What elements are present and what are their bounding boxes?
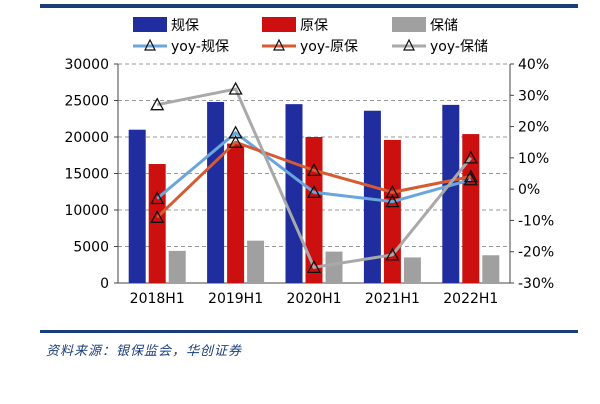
left-tick-label: 25000 — [64, 94, 109, 110]
left-tick-label: 30000 — [64, 57, 109, 73]
left-tick-label: 5000 — [73, 240, 109, 256]
legend-label-规保: 规保 — [171, 18, 199, 34]
bar-规保-2018H1 — [128, 129, 146, 283]
legend-label-原保: 原保 — [300, 18, 328, 34]
x-tick-label: 2018H1 — [130, 291, 185, 307]
marker-yoy-保储-2020H1 — [306, 259, 322, 274]
right-tick-label: 40% — [518, 57, 549, 73]
x-tick-label: 2021H1 — [365, 291, 420, 307]
bar-保储-2021H1 — [403, 257, 421, 283]
legend-label-yoy-原保: yoy-原保 — [300, 39, 358, 55]
marker-yoy-规保-2021H1 — [385, 194, 400, 208]
right-tick-label: 20% — [518, 120, 549, 136]
marker-yoy-规保-2018H1 — [150, 191, 165, 205]
line-yoy-原保 — [156, 140, 472, 219]
marker-yoy-原保-2021H1 — [385, 184, 400, 198]
bar-原保-2019H1 — [227, 143, 245, 283]
x-tick-label: 2020H1 — [286, 291, 341, 307]
legend-marker-yoy-保储 — [403, 38, 415, 51]
legend-marker-yoy-规保 — [144, 38, 156, 51]
left-tick-label: 15000 — [64, 167, 109, 183]
bar-规保-2021H1 — [363, 110, 381, 283]
right-tick-label: -10% — [518, 213, 554, 229]
left-tick-label: 20000 — [64, 130, 109, 146]
bar-原保-2018H1 — [148, 164, 166, 283]
top-rule — [40, 4, 578, 8]
bar-规保-2022H1 — [442, 104, 460, 283]
left-tick-label: 0 — [100, 276, 109, 292]
line-yoy-规保 — [156, 130, 472, 204]
x-tick-label: 2022H1 — [443, 291, 498, 307]
bar-原保-2021H1 — [383, 139, 401, 283]
legend-label-yoy-保储: yoy-保储 — [430, 39, 488, 55]
right-tick-label: 10% — [518, 151, 549, 167]
bar-保储-2022H1 — [482, 255, 500, 283]
legend-label-yoy-规保: yoy-规保 — [171, 39, 229, 55]
legend-swatch-规保 — [133, 17, 167, 32]
marker-yoy-保储-2022H1 — [463, 150, 478, 164]
line-yoy-保储 — [156, 87, 472, 270]
right-tick-label: 0% — [518, 182, 540, 198]
marker-yoy-原保-2019H1 — [228, 134, 243, 148]
bar-规保-2020H1 — [285, 104, 303, 284]
right-tick-label: -30% — [518, 276, 554, 292]
marker-yoy-保储-2019H1 — [228, 81, 243, 95]
marker-yoy-规保-2020H1 — [306, 184, 322, 198]
bottom-rule — [40, 330, 578, 333]
marker-yoy-原保-2022H1 — [463, 169, 478, 183]
marker-yoy-保储-2018H1 — [150, 97, 165, 111]
legend-swatch-原保 — [262, 17, 296, 32]
left-tick-label: 10000 — [64, 203, 109, 219]
marker-yoy-规保-2019H1 — [228, 125, 243, 139]
x-tick-label: 2019H1 — [208, 291, 263, 307]
combo-chart: 0 5000 10000 15000 20000 25000 30000 -30% -20% -1… — [64, 17, 554, 307]
marker-yoy-保储-2021H1 — [385, 247, 400, 261]
marker-yoy-原保-2018H1 — [150, 209, 165, 223]
bar-保储-2018H1 — [168, 250, 186, 283]
source-note: 资料来源：银保监会，华创证券 — [46, 344, 243, 359]
bar-规保-2019H1 — [207, 101, 225, 284]
bar-原保-2022H1 — [462, 134, 480, 283]
right-tick-label: -20% — [518, 245, 554, 261]
right-tick-label: 30% — [518, 88, 549, 104]
bar-保储-2019H1 — [247, 240, 265, 283]
legend-marker-yoy-原保 — [273, 38, 285, 51]
bar-保储-2020H1 — [325, 251, 343, 283]
legend-label-保储: 保储 — [430, 18, 458, 34]
marker-yoy-原保-2020H1 — [306, 163, 322, 177]
marker-yoy-规保-2022H1 — [463, 172, 478, 186]
legend-swatch-保储 — [392, 17, 426, 32]
